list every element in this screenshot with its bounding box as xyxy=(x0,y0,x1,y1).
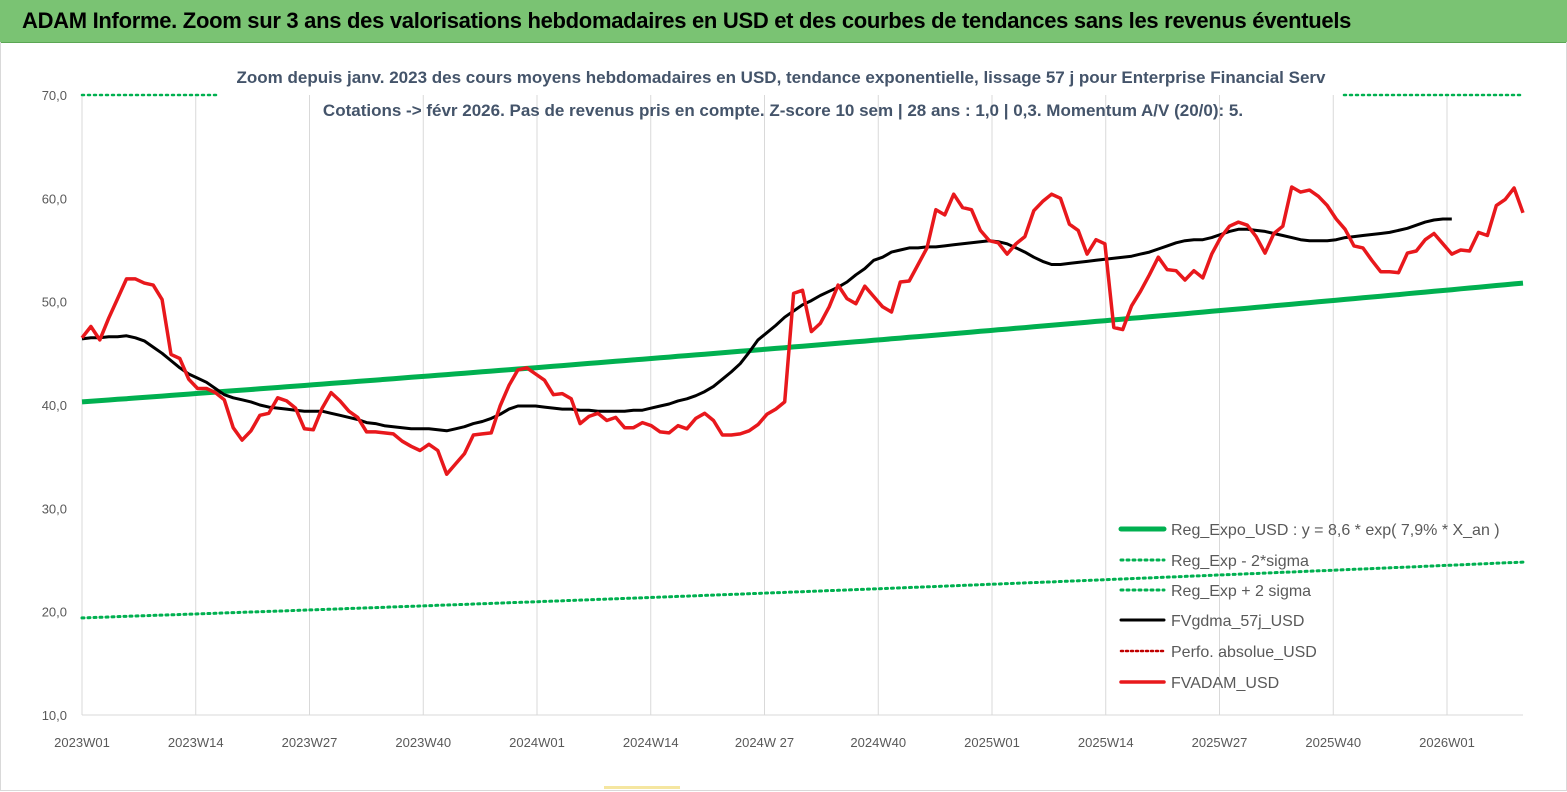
x-tick-label: 2025W01 xyxy=(964,735,1020,750)
legend-label: FVADAM_USD xyxy=(1171,675,1279,692)
x-tick-label: 2024W40 xyxy=(850,735,906,750)
legend-label: Perfo. absolue_USD xyxy=(1171,644,1317,661)
y-axis-labels: 70,0 60,0 50,0 40,0 30,0 20,0 10,0 xyxy=(42,88,67,723)
series-adam-line xyxy=(80,185,1525,476)
x-tick-label: 2024W 27 xyxy=(735,735,794,750)
x-tick-label: 2025W14 xyxy=(1078,735,1134,750)
title-banner: ADAM Informe. Zoom sur 3 ans des valoris… xyxy=(0,0,1567,43)
y-tick-label: 40,0 xyxy=(42,398,67,413)
chart-frame: 70,0 60,0 50,0 40,0 30,0 20,0 10,0 2023W01 2023… xyxy=(0,42,1567,791)
legend-label: Reg_Exp + 2 sigma xyxy=(1171,583,1311,600)
x-tick-label: 2024W14 xyxy=(623,735,679,750)
x-tick-label: 2024W01 xyxy=(509,735,565,750)
line-chart: 70,060,050,040,030,020,010,0 2023W01 2023… xyxy=(42,68,1525,750)
report-title: ADAM Informe. Zoom sur 3 ans des valoris… xyxy=(22,8,1352,33)
y-tick-label: 60,0 xyxy=(42,191,67,206)
legend-label: FVgdma_57j_USD xyxy=(1171,613,1304,630)
x-tick-label: 2025W27 xyxy=(1192,735,1248,750)
x-tick-label: 2023W14 xyxy=(168,735,224,750)
series-gdma-line xyxy=(81,217,1452,433)
legend: Reg_Expo_USD : y = 8,6 * exp( 7,9% * X_a… xyxy=(1118,522,1500,692)
series-reg-expo-line xyxy=(81,280,1524,405)
series-group xyxy=(80,93,1525,620)
chart-subtitle-line-1: Zoom depuis janv. 2023 des cours moyens … xyxy=(237,68,1327,87)
x-axis-labels: 2023W01 2023W14 2023W27 2023W40 2024W01 2024W… xyxy=(54,735,1475,750)
x-tick-label: 2025W40 xyxy=(1305,735,1361,750)
legend-label: Reg_Exp - 2*sigma xyxy=(1171,553,1309,570)
x-tick-label: 2023W27 xyxy=(282,735,338,750)
series-reg-minus-2sigma-line xyxy=(80,560,1525,620)
x-tick-label: 2026W01 xyxy=(1419,735,1475,750)
y-tick-label: 20,0 xyxy=(42,605,67,620)
chart-subtitle-line-2: Cotations -> févr 2026. Pas de revenus p… xyxy=(323,101,1243,120)
y-tick-label: 10,0 xyxy=(42,708,67,723)
x-tick-label: 2023W40 xyxy=(395,735,451,750)
y-tick-label: 30,0 xyxy=(42,501,67,516)
grid-lines xyxy=(81,95,1523,716)
y-tick-label: 50,0 xyxy=(42,295,67,310)
legend-label: Reg_Expo_USD : y = 8,6 * exp( 7,9% * X_a… xyxy=(1171,522,1500,539)
y-tick-label: 70,0 xyxy=(42,88,67,103)
sheet-scroll-marker xyxy=(604,786,680,789)
x-tick-label: 2023W01 xyxy=(54,735,110,750)
